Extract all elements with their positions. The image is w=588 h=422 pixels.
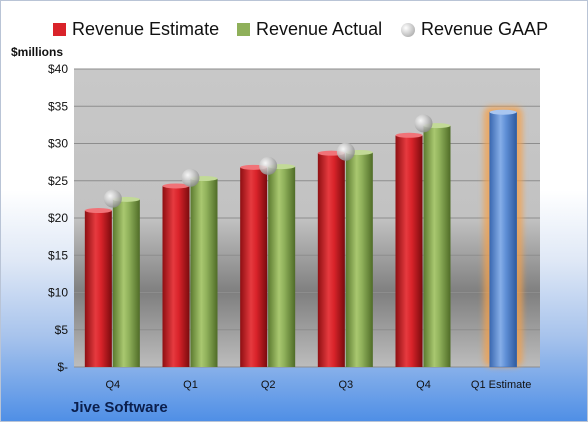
x-tick-label: Q1 Estimate — [471, 379, 532, 391]
y-tick-label: $5 — [55, 323, 69, 337]
marker-revenue-gaap — [103, 189, 122, 208]
bar-revenue-actual — [345, 152, 373, 367]
marker-revenue-gaap — [414, 114, 433, 133]
legend: Revenue Estimate Revenue Actual Revenue … — [51, 15, 577, 45]
bar-revenue-estimate — [84, 210, 112, 367]
y-tick-label: $35 — [48, 99, 68, 113]
y-tick-label: $20 — [48, 211, 68, 225]
bar-cap — [489, 109, 517, 115]
y-tick-label: $40 — [48, 62, 68, 76]
bars — [84, 106, 523, 368]
legend-swatch-actual — [237, 23, 250, 36]
bar-cap — [162, 183, 190, 189]
bar-revenue-estimate — [395, 135, 423, 367]
bar-cap — [395, 132, 423, 138]
bar-revenue-actual — [190, 178, 218, 367]
bar-revenue-actual — [268, 166, 296, 367]
bar-revenue-estimate — [240, 167, 268, 367]
x-tick-label: Q3 — [338, 379, 353, 391]
y-tick-label: $- — [57, 360, 68, 374]
marker-revenue-gaap — [259, 156, 278, 175]
x-tick-label: Q4 — [105, 379, 120, 391]
y-tick-label: $10 — [48, 286, 68, 300]
bar-revenue-estimate — [317, 153, 345, 367]
legend-item-revenue-actual: Revenue Actual — [237, 19, 382, 40]
x-tick-label: Q4 — [416, 379, 431, 391]
gridlines — [74, 68, 540, 368]
legend-item-revenue-gaap: Revenue GAAP — [401, 19, 548, 40]
bar-revenue-actual — [112, 199, 140, 367]
x-tick-label: Q2 — [261, 379, 276, 391]
bar-cap — [84, 208, 112, 214]
y-tick-label: $30 — [48, 137, 68, 151]
y-tick-label: $25 — [48, 174, 68, 188]
bar-revenue-actual — [423, 125, 451, 368]
legend-label-gaap: Revenue GAAP — [421, 19, 549, 39]
y-tick-label: $15 — [48, 248, 68, 262]
bar-revenue-estimate-forecast — [489, 111, 517, 368]
marker-revenue-gaap — [336, 142, 355, 161]
x-axis-ticks: Q4 Q1 Q2 Q3 Q4 Q1 Estimate — [105, 379, 531, 391]
marker-revenue-gaap — [181, 168, 200, 187]
legend-swatch-estimate — [53, 23, 66, 36]
y-axis-ticks: $- $5 $10 $15 $20 $25 $30 $35 $40 — [48, 62, 68, 374]
legend-swatch-gaap — [401, 22, 415, 37]
y-axis-unit-label: $millions — [11, 45, 64, 59]
bar-revenue-estimate — [162, 185, 190, 367]
legend-label-estimate: Revenue Estimate — [72, 19, 220, 39]
gaap-markers — [103, 114, 433, 208]
company-name: Jive Software — [71, 399, 168, 416]
x-tick-label: Q1 — [183, 379, 198, 391]
legend-item-revenue-estimate: Revenue Estimate — [53, 19, 219, 40]
legend-label-actual: Revenue Actual — [256, 19, 383, 39]
